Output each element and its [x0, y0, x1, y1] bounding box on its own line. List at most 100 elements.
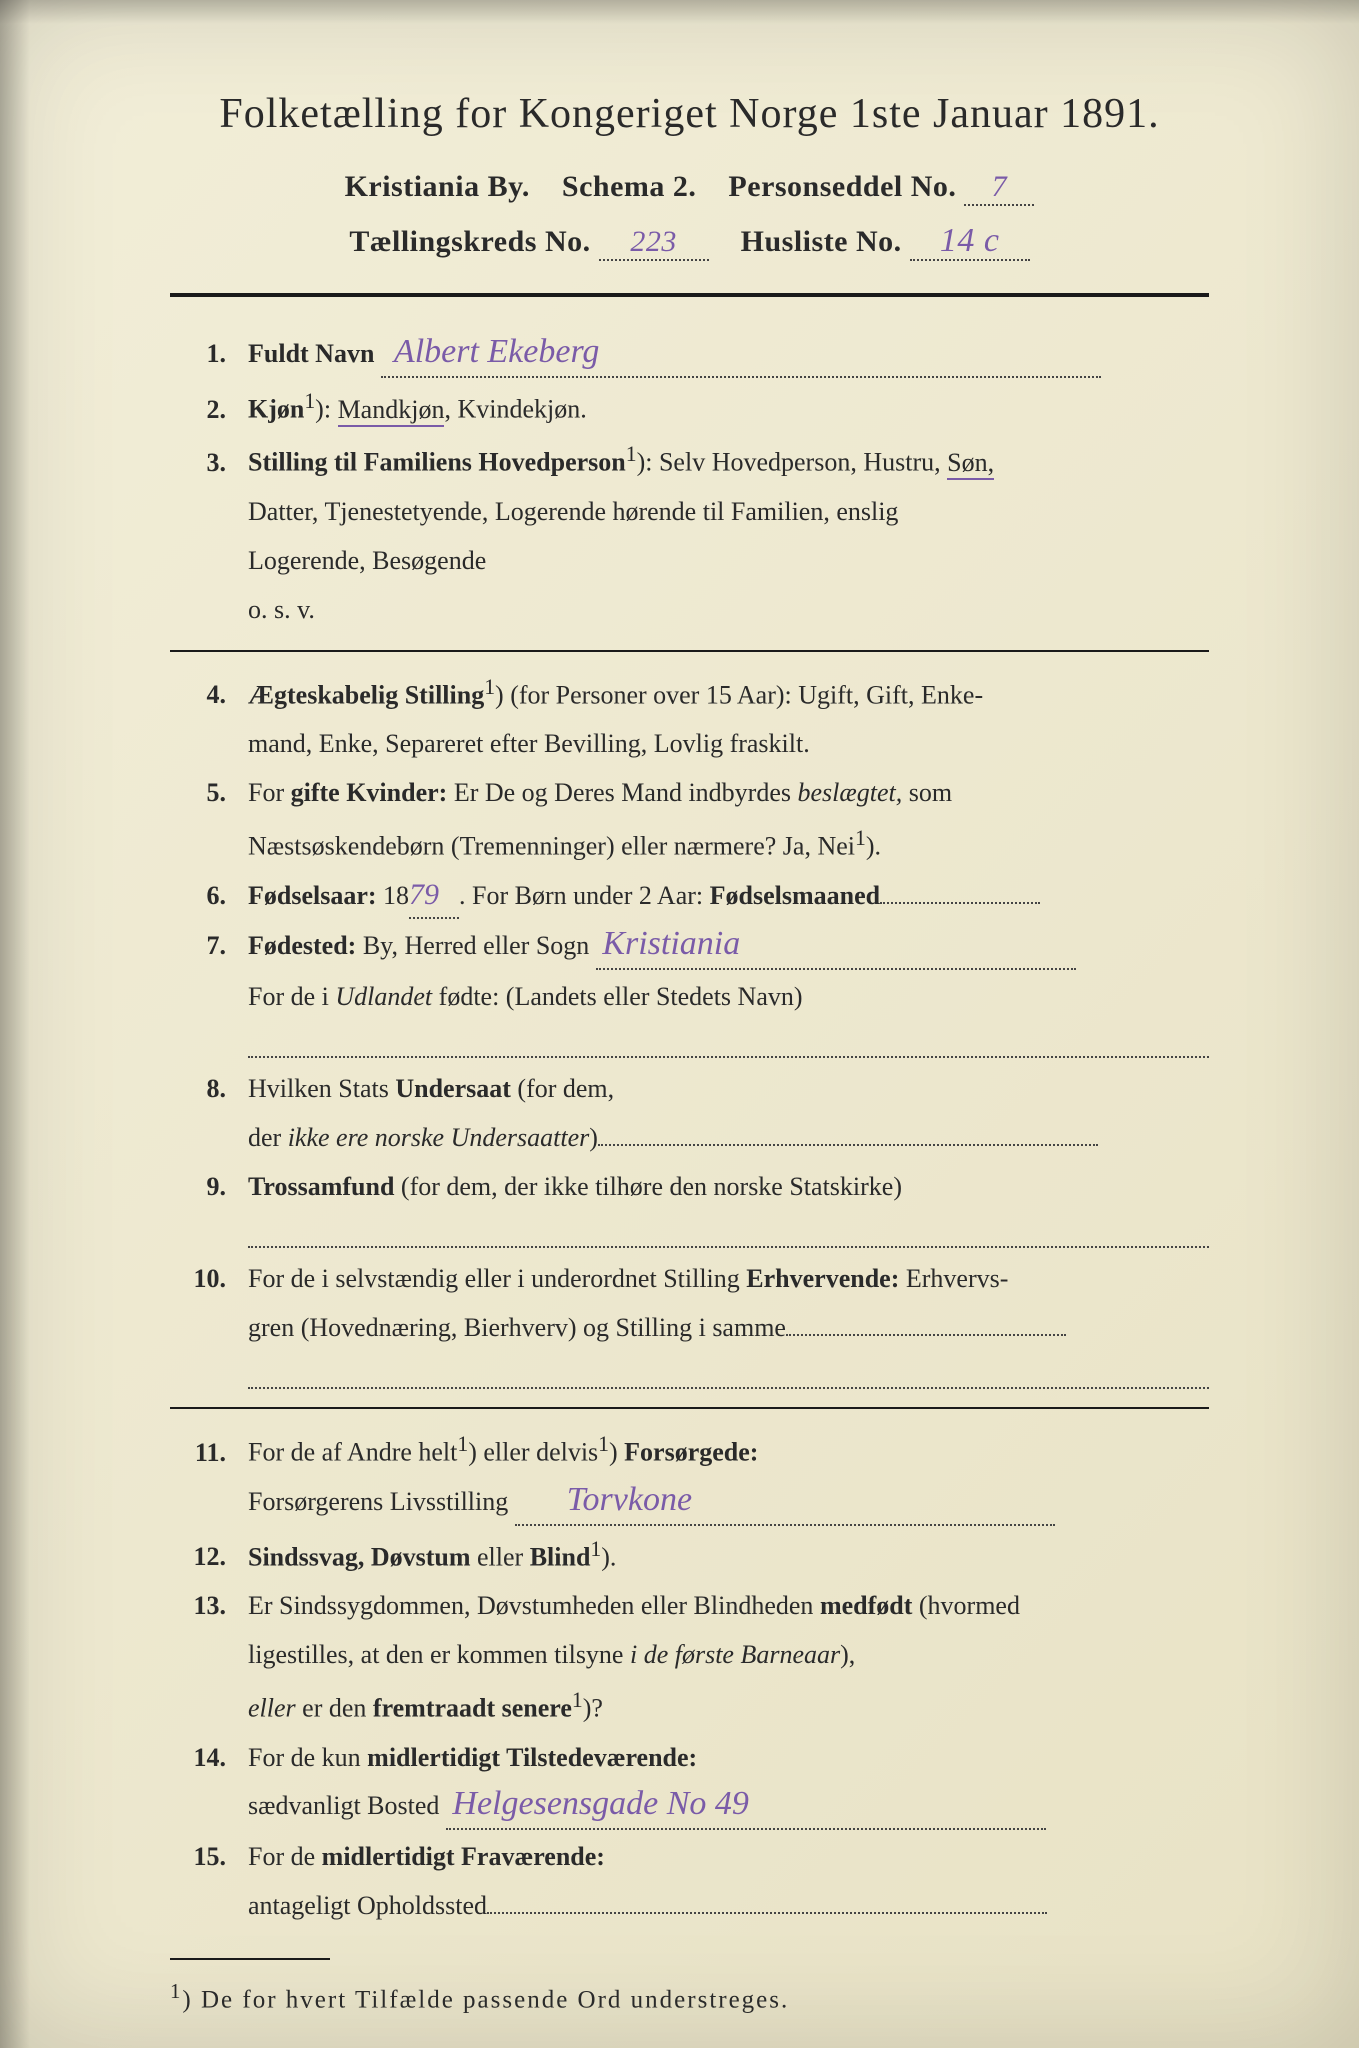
q8-field [598, 1144, 1098, 1146]
city-label: Kristiania By. [345, 170, 530, 203]
q12-label2: Blind [530, 1542, 591, 1571]
q3-sup: 1 [626, 442, 637, 466]
q6-row: 6. Fødselsaar: 1879. For Børn under 2 Aa… [170, 875, 1209, 920]
q8-cont1c: ) [589, 1123, 598, 1152]
husliste-no-field: 14 c [910, 224, 1030, 261]
footnote-text: ) De for hvert Tilfælde passende Ord und… [182, 1986, 789, 2013]
q9-blank-line [248, 1215, 1209, 1248]
q10-row: 10. For de i selvstændig eller i underor… [170, 1258, 1209, 1301]
q8-content: Hvilken Stats Undersaat (for dem, [248, 1068, 1209, 1111]
divider-3-4 [170, 650, 1209, 652]
q14-num: 14. [170, 1737, 248, 1780]
q14-field: Helgesensgade No 49 [446, 1785, 1046, 1830]
q5-row: 5. For gifte Kvinder: Er De og Deres Man… [170, 772, 1209, 815]
q14-cont1-text: sædvanligt Bosted [248, 1791, 439, 1820]
q9-content: Trossamfund (for dem, der ikke tilhøre d… [248, 1166, 1209, 1209]
subtitle-line-2: Tællingskreds No. 223 Husliste No. 14 c [170, 224, 1209, 261]
q5-cont1-text: Næstsøskendebørn (Tremenninger) eller næ… [248, 832, 855, 861]
q8-label: Undersaat [395, 1074, 511, 1103]
q1-value: Albert Ekeberg [394, 335, 600, 369]
q2-content: Kjøn1): Mandkjøn, Kvindekjøn. [248, 384, 1209, 432]
q7-row: 7. Fødested: By, Herred eller Sogn Krist… [170, 925, 1209, 970]
q10-content: For de i selvstændig eller i underordnet… [248, 1258, 1209, 1301]
q11-field: Torvkone [515, 1481, 1055, 1526]
q9-label: Trossamfund [248, 1172, 394, 1201]
q13-cont1b: i de første Barneaar [630, 1640, 840, 1669]
q13-cont1c: ), [840, 1640, 855, 1669]
q14-value: Helgesensgade No 49 [452, 1787, 749, 1821]
q8-cont1b: ikke ere norske Undersaatter [288, 1123, 590, 1152]
q3-selected: Søn, [947, 448, 994, 480]
q4-content: Ægteskabelig Stilling1) (for Personer ov… [248, 670, 1209, 718]
q6-month-field [880, 902, 1040, 904]
q9-row: 9. Trossamfund (for dem, der ikke tilhør… [170, 1166, 1209, 1209]
q6-year-value: 79 [409, 880, 439, 910]
footnote-area: 1) De for hvert Tilfælde passende Ord un… [170, 1958, 1209, 2021]
q11-value: Torvkone [567, 1483, 692, 1517]
q13-rest: (hvormed [912, 1591, 1020, 1620]
scan-shadow-top [0, 0, 1359, 24]
q11-cont1: Forsørgerens Livsstilling Torvkone [248, 1481, 1209, 1526]
q7-cont1c: fødte: (Landets eller Stedets Navn) [432, 982, 802, 1011]
q15-field [487, 1912, 1047, 1914]
q13-cont2b: er den [296, 1694, 373, 1723]
q10-pre: For de i selvstændig eller i underordnet… [248, 1264, 746, 1293]
q15-cont1-text: antageligt Opholdssted [248, 1891, 487, 1920]
q5-content: For gifte Kvinder: Er De og Deres Mand i… [248, 772, 1209, 815]
q1-num: 1. [170, 333, 248, 376]
q11-sup1: 1 [457, 1432, 468, 1456]
q14-label: midlertidigt Tilstedeværende: [367, 1743, 697, 1772]
form-body: 1. Fuldt Navn Albert Ekeberg 2. Kjøn1): … [170, 333, 1209, 2021]
q7-cont1: For de i Udlandet fødte: (Landets eller … [248, 976, 1209, 1019]
q4-row: 4. Ægteskabelig Stilling1) (for Personer… [170, 670, 1209, 718]
q12-row: 12. Sindssvag, Døvstum eller Blind1). [170, 1532, 1209, 1580]
q13-cont2c: fremtraadt senere [373, 1694, 572, 1723]
q7-num: 7. [170, 925, 248, 968]
page-title: Folketælling for Kongeriget Norge 1ste J… [170, 90, 1209, 138]
q14-cont1: sædvanligt Bosted Helgesensgade No 49 [248, 1785, 1209, 1830]
q4-label: Ægteskabelig Stilling [248, 680, 484, 709]
q15-row: 15. For de midlertidigt Fraværende: [170, 1836, 1209, 1879]
q10-num: 10. [170, 1258, 248, 1301]
q8-cont1: der ikke ere norske Undersaatter) [248, 1117, 1209, 1160]
q6-mid: . For Børn under 2 Aar: [459, 881, 710, 910]
q13-row: 13. Er Sindssygdommen, Døvstumheden elle… [170, 1585, 1209, 1628]
q4-cont1: mand, Enke, Separeret efter Bevilling, L… [248, 723, 1209, 766]
q2-sup: 1 [304, 389, 315, 413]
q2-selected: Mandkjøn [338, 395, 445, 427]
q3-row: 3. Stilling til Familiens Hovedperson1):… [170, 437, 1209, 485]
subtitle-line-1: Kristiania By. Schema 2. Personseddel No… [170, 170, 1209, 206]
q11-row: 11. For de af Andre helt1) eller delvis1… [170, 1427, 1209, 1475]
q5-num: 5. [170, 772, 248, 815]
q3-cont3: o. s. v. [248, 589, 1209, 632]
q15-content: For de midlertidigt Fraværende: [248, 1836, 1209, 1879]
q2-rest: , Kvindekjøn. [444, 395, 586, 424]
personseddel-no-field: 7 [964, 170, 1034, 206]
q13-cont2d: )? [583, 1694, 603, 1723]
q11-after: ) [609, 1438, 624, 1467]
q15-label: midlertidigt Fraværende: [322, 1842, 605, 1871]
q12-sup: 1 [590, 1537, 601, 1561]
q1-label: Fuldt Navn [248, 339, 374, 368]
q6-num: 6. [170, 875, 248, 918]
q13-cont2: eller er den fremtraadt senere1)? [248, 1683, 1209, 1731]
q7-content: Fødested: By, Herred eller Sogn Kristian… [248, 925, 1209, 970]
kreds-no-value: 223 [630, 227, 677, 257]
q10-blank-line [248, 1356, 1209, 1389]
personseddel-no-value: 7 [992, 172, 1008, 202]
q5-label: gifte Kvinder: [291, 778, 448, 807]
census-form-page: Folketælling for Kongeriget Norge 1ste J… [0, 0, 1359, 2048]
q14-content: For de kun midlertidigt Tilstedeværende: [248, 1737, 1209, 1780]
q7-cont1a: For de i [248, 982, 335, 1011]
q8-cont1a: der [248, 1123, 288, 1152]
q13-cont1a: ligestilles, at den er kommen tilsyne [248, 1640, 630, 1669]
q5-pre: For [248, 778, 291, 807]
footnote: 1) De for hvert Tilfælde passende Ord un… [170, 1974, 1209, 2021]
q5-rest: Er De og Deres Mand indbyrdes [447, 778, 797, 807]
divider-top [170, 293, 1209, 297]
divider-10-11 [170, 1407, 1209, 1409]
q13-pre: Er Sindssygdommen, Døvstumheden eller Bl… [248, 1591, 820, 1620]
q5-sup: 1 [855, 826, 866, 850]
q13-content: Er Sindssygdommen, Døvstumheden eller Bl… [248, 1585, 1209, 1628]
q3-content: Stilling til Familiens Hovedperson1): Se… [248, 437, 1209, 485]
